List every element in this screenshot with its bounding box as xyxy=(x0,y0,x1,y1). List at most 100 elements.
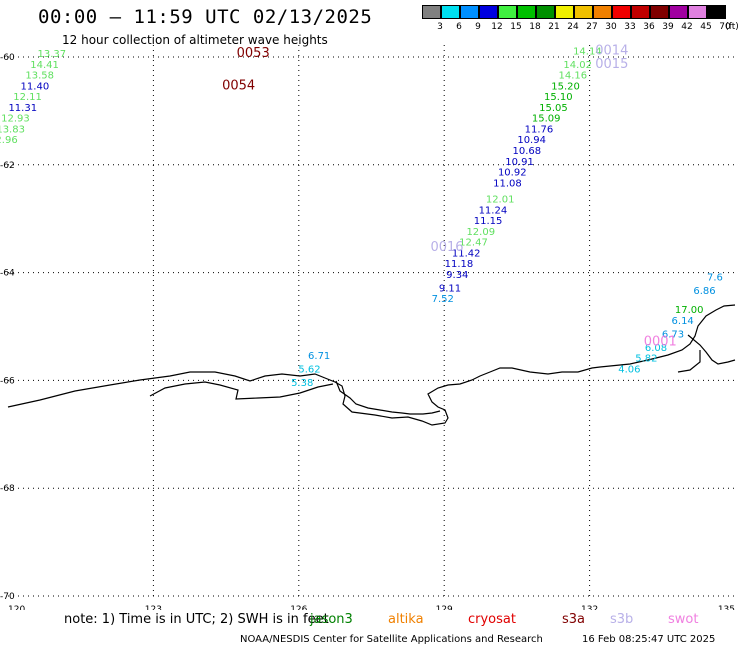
wave-height-value: 11.18 xyxy=(445,259,474,270)
legend-swatch xyxy=(498,5,517,19)
wave-height-value: 14.02 xyxy=(563,60,592,71)
legend-label: 6 xyxy=(456,22,462,32)
coastline xyxy=(7,304,736,426)
wave-height-value: 6.73 xyxy=(662,329,684,340)
map-subtitle: 12 hour collection of altimeter wave hei… xyxy=(62,33,328,47)
legend-label: 33 xyxy=(624,22,636,32)
lat-tick-label: -70 xyxy=(0,592,15,602)
wave-height-value: 14.16 xyxy=(559,71,588,82)
footer-credit: NOAA/NESDIS Center for Satellite Applica… xyxy=(240,634,543,645)
wave-height-value: 11.08 xyxy=(493,178,522,189)
wave-height-value: 11.42 xyxy=(452,248,481,259)
wave-height-value: 9.34 xyxy=(446,270,468,281)
coast-detail xyxy=(677,334,736,373)
wave-height-value: 13.37 xyxy=(38,49,67,60)
lat-tick-label: -62 xyxy=(0,161,15,171)
wave-height-value: 5.82 xyxy=(635,354,657,365)
lon-tick-label: 123 xyxy=(145,605,162,610)
wave-height-value: 9.11 xyxy=(439,283,461,294)
legend-label: 45 xyxy=(700,22,712,32)
wave-height-value: 6.08 xyxy=(645,343,667,354)
wave-height-value: 6.86 xyxy=(693,286,715,297)
legend-label: 9 xyxy=(475,22,481,32)
satellite-legend-item: cryosat xyxy=(468,612,516,627)
wave-height-value: 10.91 xyxy=(505,157,534,168)
satellite-legend-item: swot xyxy=(668,612,699,627)
wave-height-value: 15.05 xyxy=(539,103,568,114)
lon-tick-label: 132 xyxy=(581,605,598,610)
legend-label: 27 xyxy=(586,22,598,32)
legend-label: 18 xyxy=(529,22,541,32)
wave-height-value: 15.10 xyxy=(544,92,573,103)
pass-number-label: 0054 xyxy=(222,78,255,93)
wave-height-value: 15.20 xyxy=(551,81,580,92)
wave-height-value: 12.47 xyxy=(459,238,488,249)
legend-units: (ft) xyxy=(725,22,739,32)
wave-height-value: 12.93 xyxy=(1,114,30,125)
wave-height-value: 10.94 xyxy=(517,135,546,146)
wave-height-value: 5.38 xyxy=(291,378,313,389)
wave-height-value: 10.68 xyxy=(512,146,541,157)
graticule xyxy=(8,45,735,597)
pass-number-label: 0001 xyxy=(644,334,677,349)
wave-height-value: 6.71 xyxy=(308,351,330,362)
lat-tick-label: -60 xyxy=(0,53,15,63)
wave-height-value: 4.06 xyxy=(618,364,640,375)
legend-swatch xyxy=(479,5,498,19)
lon-tick-label: 120 xyxy=(8,605,25,610)
wave-height-value: 6.14 xyxy=(672,316,694,327)
legend-label: 15 xyxy=(510,22,522,32)
lat-tick-label: -66 xyxy=(0,376,15,386)
generated-timestamp: 16 Feb 08:25:47 UTC 2025 xyxy=(582,634,716,645)
wave-height-value: 17.00 xyxy=(675,305,704,316)
map-plot: 120 123 126 129 132 135 -60 -62 -64 -66 -68 -70 13.… xyxy=(0,43,736,610)
satellite-legend-item: jason3 xyxy=(310,612,353,627)
satellite-legend-item: s3a xyxy=(562,612,586,627)
wave-height-value: 5.62 xyxy=(298,364,320,375)
wave-height-value: 15.09 xyxy=(532,114,561,125)
satellite-legend-item: s3b xyxy=(610,612,634,627)
pass-number-label: 0053 xyxy=(237,46,270,61)
wave-height-value: 14.41 xyxy=(30,60,59,71)
map-title: 00:00 – 11:59 UTC 02/13/2025 xyxy=(38,6,373,28)
legend-label: 12 xyxy=(491,22,503,32)
wave-height-value: 11.40 xyxy=(21,81,50,92)
legend-label: 21 xyxy=(548,22,560,32)
wave-height-value: 11.24 xyxy=(479,205,508,216)
legend-swatch xyxy=(631,5,650,19)
wave-height-value: 7.6 xyxy=(707,273,723,284)
legend-label: 30 xyxy=(605,22,617,32)
lat-tick-label: -64 xyxy=(0,269,15,279)
legend-swatch xyxy=(517,5,536,19)
legend-swatch xyxy=(536,5,555,19)
wave-height-value: 7.52 xyxy=(432,294,454,305)
wave-height-value: 12.09 xyxy=(466,227,495,238)
wave-height-value: 12.01 xyxy=(486,195,515,206)
satellite-legend-item: altika xyxy=(388,612,424,627)
legend-label: 3 xyxy=(437,22,443,32)
legend-swatch xyxy=(441,5,460,19)
wave-height-value: 11.76 xyxy=(525,124,554,135)
legend-swatch xyxy=(460,5,479,19)
color-scale-legend: 3 6 9 12 15 18 21 24 27 30 33 36 39 42 45 70 (ft) xyxy=(422,5,739,35)
lon-tick-label: 129 xyxy=(436,605,453,610)
legend-swatch xyxy=(574,5,593,19)
legend-label: 39 xyxy=(662,22,674,32)
legend-swatch xyxy=(422,5,441,19)
lat-tick-label: -68 xyxy=(0,484,15,494)
wave-height-value: 11.15 xyxy=(474,216,503,227)
antarctic-coastline xyxy=(7,304,736,426)
legend-label: 24 xyxy=(567,22,579,32)
ice-shelf-outline xyxy=(149,380,441,415)
legend-swatch xyxy=(707,5,726,19)
lon-tick-label: 126 xyxy=(290,605,307,610)
legend-swatch xyxy=(669,5,688,19)
wave-height-observations: 13.3714.4113.5811.4012.1111.3112.9313.83… xyxy=(0,46,723,388)
wave-height-value: 13.83 xyxy=(0,124,25,135)
wave-height-value: 13.58 xyxy=(25,71,54,82)
legend-swatch xyxy=(555,5,574,19)
wave-height-value: 12.11 xyxy=(13,92,42,103)
legend-swatch xyxy=(650,5,669,19)
lon-tick-label: 135 xyxy=(718,605,735,610)
